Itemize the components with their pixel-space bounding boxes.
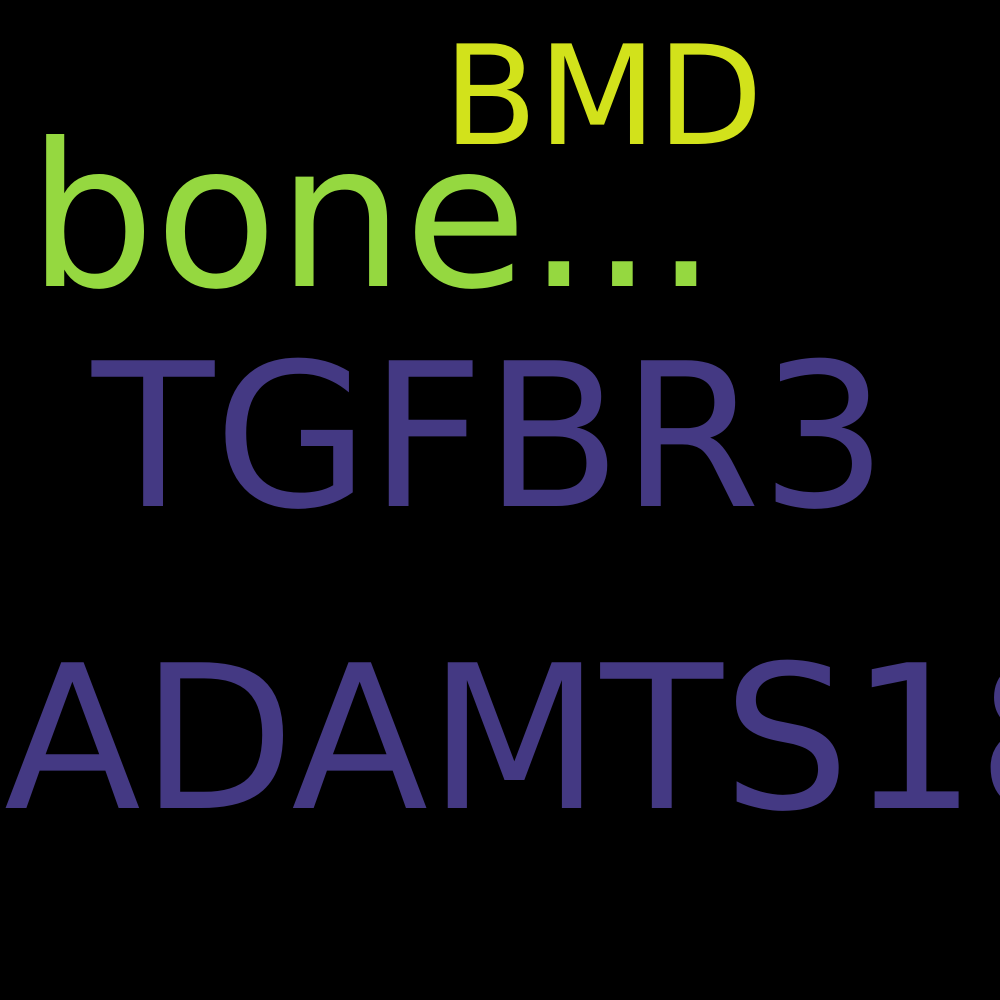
word-bone: bone... [28,101,718,334]
word-bmd: BMD [443,16,764,177]
word-adamts18: ADAMTS18 [4,623,1000,856]
word-tgfbr3: TGFBR3 [92,321,888,554]
